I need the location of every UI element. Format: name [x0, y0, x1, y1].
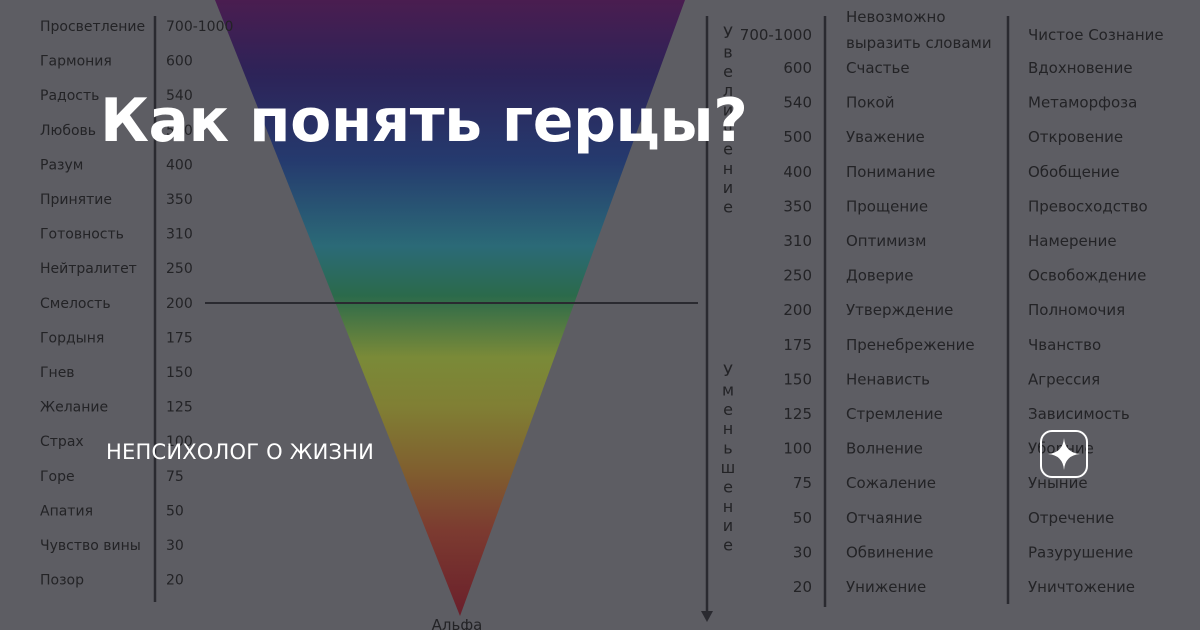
right-scale-state: Зависимость	[1028, 405, 1130, 423]
right-scale-state: Агрессия	[1028, 370, 1100, 388]
right-scale-state: Откровение	[1028, 128, 1123, 146]
left-scale-label: Нейтралитет	[40, 261, 137, 277]
right-scale-value: 175	[783, 336, 812, 354]
left-scale-label: Желание	[40, 400, 108, 416]
left-scale-value: 250	[166, 261, 193, 277]
right-scale-emotion: Стремление	[846, 405, 943, 423]
page-title: Как понять герцы?	[100, 86, 748, 156]
right-scale-value: 600	[783, 59, 812, 77]
right-scale-state: Вдохновение	[1028, 59, 1133, 77]
right-scale-state: Чистое Сознание	[1028, 26, 1164, 44]
cone-bottom-label: Альфа	[432, 616, 483, 630]
right-scale-state: Чванство	[1028, 336, 1101, 354]
left-scale-label: Радость	[40, 88, 99, 104]
right-scale-emotion: Пренебрежение	[846, 336, 975, 354]
right-scale-value: 50	[793, 509, 812, 527]
left-scale-value: 30	[166, 538, 184, 554]
right-scale-state: Освобождение	[1028, 267, 1146, 285]
left-scale-value: 175	[166, 330, 193, 346]
right-scale-state: Полномочия	[1028, 301, 1125, 319]
right-scale-value: 500	[783, 128, 812, 146]
right-scale-state: Уныние	[1028, 474, 1088, 492]
left-scale-value: 500	[166, 123, 193, 139]
right-scale-value: 20	[793, 578, 812, 596]
left-scale-label: Любовь	[40, 123, 96, 139]
right-scale-value: 350	[783, 197, 812, 215]
left-scale-value: 50	[166, 503, 184, 519]
right-scale-value: 75	[793, 474, 812, 492]
right-scale-emotion: Волнение	[846, 440, 923, 458]
left-scale-label: Гордыня	[40, 330, 104, 346]
left-scale-value: 700-1000	[166, 19, 233, 35]
right-scale-state: Разурушение	[1028, 543, 1133, 561]
left-scale-value: 125	[166, 400, 193, 416]
left-scale-label: Принятие	[40, 192, 112, 208]
left-scale-label: Позор	[40, 573, 84, 589]
left-scale-value: 150	[166, 365, 193, 381]
right-scale-value: 400	[783, 163, 812, 181]
left-scale-label: Апатия	[40, 503, 93, 519]
left-scale-value: 400	[166, 157, 193, 173]
right-scale-value: 540	[783, 94, 812, 112]
scale-arrow-head	[701, 611, 713, 622]
left-scale-label: Гармония	[40, 54, 112, 70]
author-name[interactable]: НЕПСИХОЛОГ О ЖИЗНИ	[106, 440, 375, 464]
left-scale-label: Горе	[40, 469, 75, 485]
right-scale-emotion: Прощение	[846, 197, 928, 215]
right-scale-value: 100	[783, 440, 812, 458]
right-scale-value: 310	[783, 232, 812, 250]
right-scale-emotion: Ненависть	[846, 370, 930, 388]
left-scale-value: 75	[166, 469, 184, 485]
right-scale-emotion: Отчаяние	[846, 509, 922, 527]
left-scale-value: 540	[166, 88, 193, 104]
right-scale-state: Обобщение	[1028, 163, 1120, 181]
right-scale-emotion: Невозможно выразить словами	[846, 8, 992, 52]
right-scale-emotion: Уважение	[846, 128, 925, 146]
right-scale-value: 125	[783, 405, 812, 423]
left-scale-value: 100	[166, 434, 193, 450]
right-scale-state: Превосходство	[1028, 197, 1148, 215]
right-scale-state: Уничтожение	[1028, 578, 1135, 596]
right-scale-emotion: Сожаление	[846, 474, 936, 492]
right-scale-value: 250	[783, 267, 812, 285]
left-scale-value: 310	[166, 227, 193, 243]
right-scale-value: 30	[793, 543, 812, 561]
left-scale-label: Чувство вины	[40, 538, 141, 554]
left-scale-label: Готовность	[40, 227, 124, 243]
right-scale-emotion: Унижение	[846, 578, 926, 596]
frequency-cone	[215, 0, 685, 616]
right-scale-emotion: Покой	[846, 94, 894, 112]
right-scale-state: Отречение	[1028, 509, 1114, 527]
right-scale-value: 700-1000	[740, 26, 812, 44]
left-scale-value: 200	[166, 296, 193, 312]
right-scale-emotion: Доверие	[846, 267, 913, 285]
left-scale-value: 20	[166, 573, 184, 589]
left-scale-label: Разум	[40, 157, 83, 173]
left-scale-label: Страх	[40, 434, 84, 450]
right-scale-value: 200	[783, 301, 812, 319]
zen-star-glyph	[1048, 438, 1080, 470]
right-scale-emotion: Утверждение	[846, 301, 953, 319]
zen-star-icon[interactable]	[1040, 430, 1088, 478]
left-scale-label: Гнев	[40, 365, 75, 381]
left-scale-label: Смелость	[40, 296, 111, 312]
left-scale-value: 350	[166, 192, 193, 208]
right-scale-state: Намерение	[1028, 232, 1117, 250]
right-scale-emotion: Обвинение	[846, 543, 933, 561]
left-scale-label: Просветление	[40, 19, 145, 35]
right-scale-emotion: Оптимизм	[846, 232, 926, 250]
right-scale-emotion: Понимание	[846, 163, 935, 181]
right-scale-emotion: Счастье	[846, 59, 910, 77]
right-scale-value: 150	[783, 370, 812, 388]
left-scale-value: 600	[166, 54, 193, 70]
right-scale-state: Метаморфоза	[1028, 94, 1137, 112]
